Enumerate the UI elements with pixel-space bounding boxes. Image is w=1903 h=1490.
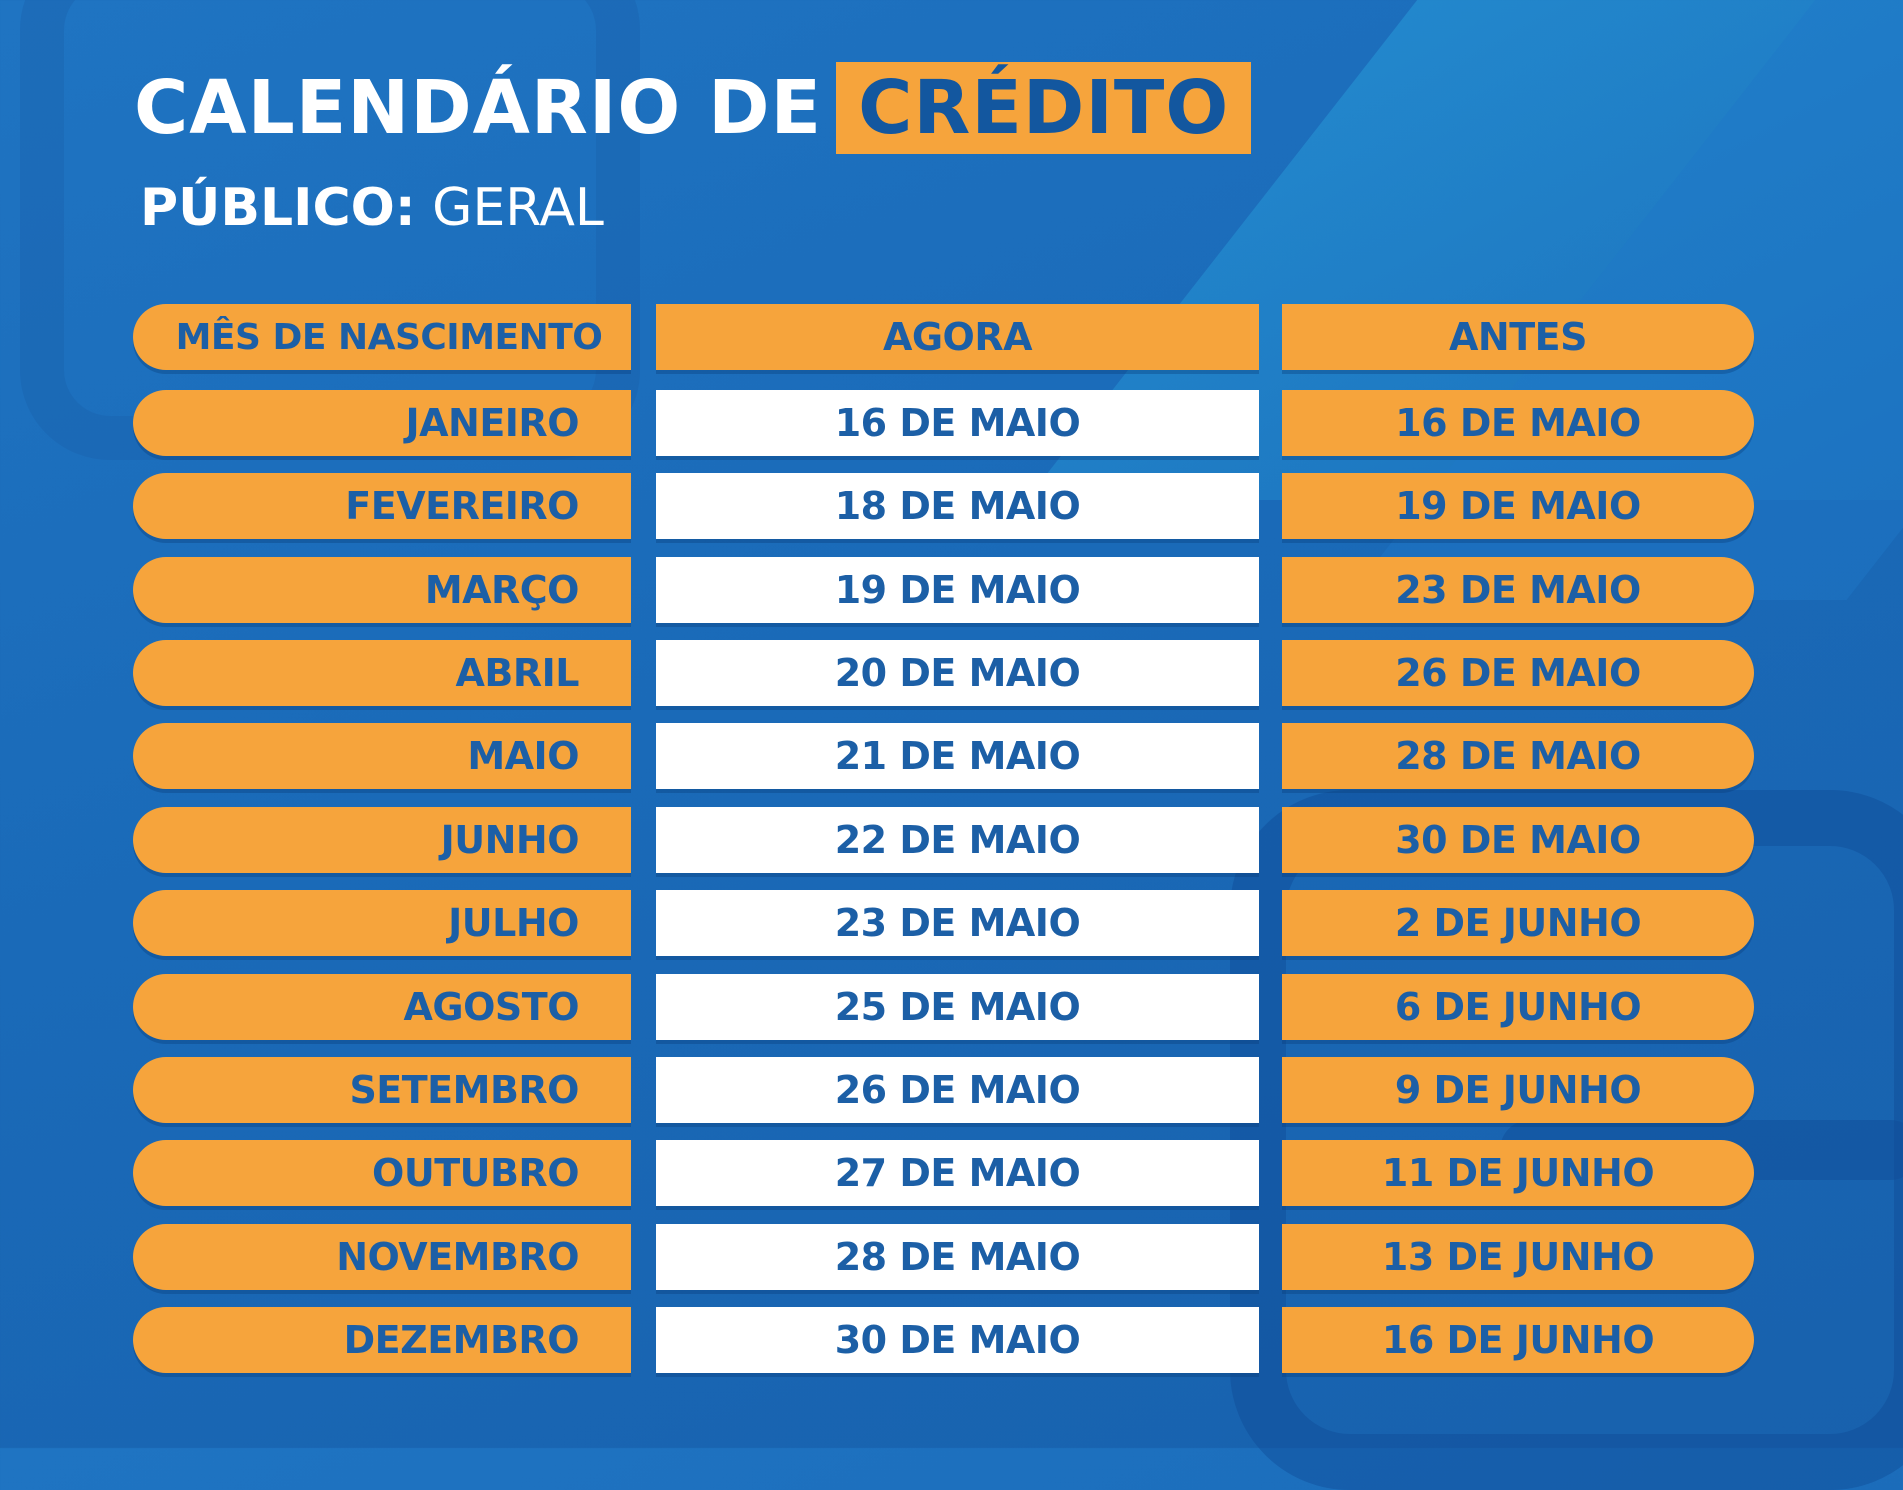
- date-before-cell: 23 DE MAIO: [1282, 557, 1754, 623]
- table-row: ABRIL 20 DE MAIO 26 DE MAIO: [0, 640, 1903, 706]
- page-title: CALENDÁRIO DE CRÉDITO: [134, 62, 1252, 154]
- date-before-cell: 30 DE MAIO: [1282, 807, 1754, 873]
- header-before: ANTES: [1282, 304, 1754, 370]
- date-now-cell: 16 DE MAIO: [656, 390, 1259, 456]
- table-row: NOVEMBRO 28 DE MAIO 13 DE JUNHO: [0, 1224, 1903, 1290]
- date-now-cell: 25 DE MAIO: [656, 974, 1259, 1040]
- audience-value: GERAL: [432, 178, 604, 238]
- date-before-cell: 16 DE MAIO: [1282, 390, 1754, 456]
- date-before-cell: 28 DE MAIO: [1282, 723, 1754, 789]
- date-now-cell: 26 DE MAIO: [656, 1057, 1259, 1123]
- date-now-cell: 23 DE MAIO: [656, 890, 1259, 956]
- birth-month-cell: SETEMBRO: [133, 1057, 631, 1123]
- table-row: OUTUBRO 27 DE MAIO 11 DE JUNHO: [0, 1140, 1903, 1206]
- table-row: MARÇO 19 DE MAIO 23 DE MAIO: [0, 557, 1903, 623]
- birth-month-cell: DEZEMBRO: [133, 1307, 631, 1373]
- table-header-row: MÊS DE NASCIMENTO AGORA ANTES: [0, 304, 1903, 370]
- date-now-cell: 30 DE MAIO: [656, 1307, 1259, 1373]
- date-now-cell: 19 DE MAIO: [656, 557, 1259, 623]
- date-before-cell: 13 DE JUNHO: [1282, 1224, 1754, 1290]
- date-now-cell: 27 DE MAIO: [656, 1140, 1259, 1206]
- birth-month-cell: AGOSTO: [133, 974, 631, 1040]
- table-row: MAIO 21 DE MAIO 28 DE MAIO: [0, 723, 1903, 789]
- table-row: JUNHO 22 DE MAIO 30 DE MAIO: [0, 807, 1903, 873]
- title-main: CALENDÁRIO DE: [134, 65, 823, 151]
- audience-label: PÚBLICO:: [140, 178, 416, 238]
- birth-month-cell: JANEIRO: [133, 390, 631, 456]
- table-row: AGOSTO 25 DE MAIO 6 DE JUNHO: [0, 974, 1903, 1040]
- table-row: FEVEREIRO 18 DE MAIO 19 DE MAIO: [0, 473, 1903, 539]
- header-now: AGORA: [656, 304, 1259, 370]
- date-before-cell: 26 DE MAIO: [1282, 640, 1754, 706]
- header-birth-month: MÊS DE NASCIMENTO: [133, 304, 631, 370]
- title-highlight: CRÉDITO: [836, 62, 1252, 154]
- date-now-cell: 18 DE MAIO: [656, 473, 1259, 539]
- birth-month-cell: JUNHO: [133, 807, 631, 873]
- date-now-cell: 20 DE MAIO: [656, 640, 1259, 706]
- birth-month-cell: ABRIL: [133, 640, 631, 706]
- date-now-cell: 28 DE MAIO: [656, 1224, 1259, 1290]
- table-row: JANEIRO 16 DE MAIO 16 DE MAIO: [0, 390, 1903, 456]
- date-before-cell: 2 DE JUNHO: [1282, 890, 1754, 956]
- table-row: DEZEMBRO 30 DE MAIO 16 DE JUNHO: [0, 1307, 1903, 1373]
- table-row: SETEMBRO 26 DE MAIO 9 DE JUNHO: [0, 1057, 1903, 1123]
- date-before-cell: 19 DE MAIO: [1282, 473, 1754, 539]
- birth-month-cell: JULHO: [133, 890, 631, 956]
- date-now-cell: 21 DE MAIO: [656, 723, 1259, 789]
- birth-month-cell: NOVEMBRO: [133, 1224, 631, 1290]
- birth-month-cell: OUTUBRO: [133, 1140, 631, 1206]
- date-before-cell: 11 DE JUNHO: [1282, 1140, 1754, 1206]
- birth-month-cell: MAIO: [133, 723, 631, 789]
- birth-month-cell: MARÇO: [133, 557, 631, 623]
- date-before-cell: 16 DE JUNHO: [1282, 1307, 1754, 1373]
- date-now-cell: 22 DE MAIO: [656, 807, 1259, 873]
- audience-subtitle: PÚBLICO: GERAL: [140, 178, 604, 238]
- date-before-cell: 6 DE JUNHO: [1282, 974, 1754, 1040]
- table-row: JULHO 23 DE MAIO 2 DE JUNHO: [0, 890, 1903, 956]
- birth-month-cell: FEVEREIRO: [133, 473, 631, 539]
- date-before-cell: 9 DE JUNHO: [1282, 1057, 1754, 1123]
